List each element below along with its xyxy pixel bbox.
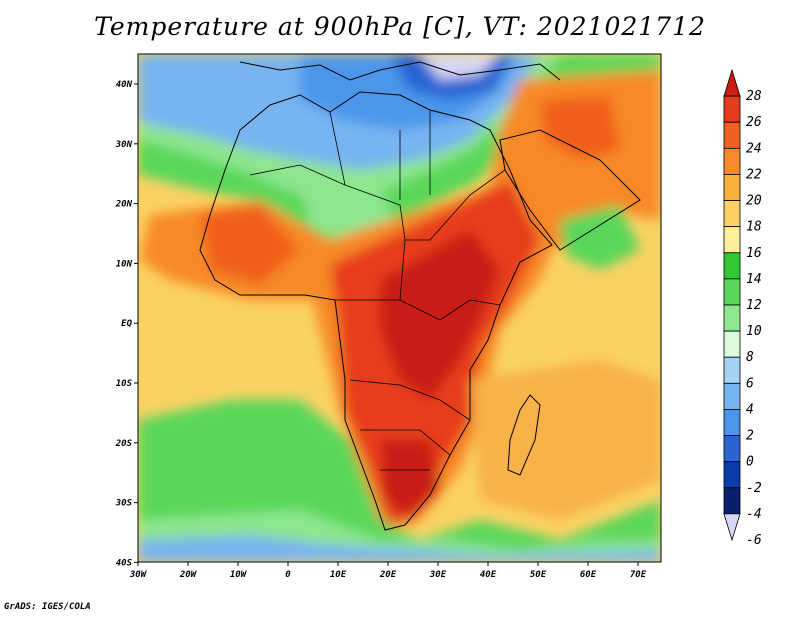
colorbar-swatch <box>723 147 741 175</box>
europe-coastline <box>239 61 561 81</box>
lon-tick-label: 0 <box>285 570 291 580</box>
field-south-darkred <box>380 440 440 520</box>
madagascar-coastline <box>507 394 541 476</box>
field-central-darkred <box>380 230 500 400</box>
colorbar-label: 4 <box>746 402 754 417</box>
colorbar-label: 20 <box>746 194 762 209</box>
colorbar-label: 14 <box>746 272 762 287</box>
map-title: Temperature at 900hPa [C], VT: 202102171… <box>94 12 706 41</box>
field-alps-lilac <box>420 54 500 80</box>
lon-tick-label: 30E <box>429 570 447 580</box>
lat-tick-label: 30S <box>115 499 133 509</box>
colorbar-swatch <box>723 356 741 384</box>
footer-credit: GrADS: IGES/COLA <box>4 602 91 612</box>
colorbar-swatch <box>723 226 741 254</box>
colorbar-swatch <box>723 174 741 201</box>
colorbar-swatch <box>723 435 741 463</box>
colorbar-label: 12 <box>746 298 762 313</box>
colorbar-label: 28 <box>746 89 762 104</box>
colorbar-swatch <box>723 278 741 306</box>
colorbar-label: -2 <box>746 481 762 496</box>
colorbar-swatch <box>723 330 741 358</box>
colorbar-swatch <box>723 461 741 489</box>
lon-tick-label: 10W <box>230 570 248 580</box>
colorbar-label: 24 <box>746 141 762 156</box>
lat-tick-label: 40S <box>116 558 133 568</box>
africa-coastline <box>199 91 553 531</box>
colorbar-swatch <box>723 382 741 410</box>
lon-tick-label: 50E <box>530 570 547 580</box>
colorbar-label: 0 <box>746 455 754 470</box>
field-south-blue <box>138 535 661 562</box>
colorbar-label: 26 <box>746 115 762 130</box>
temperature-field <box>138 54 661 562</box>
colorbar-swatch <box>723 409 741 436</box>
arabia-coastline <box>499 129 641 251</box>
plot-frame <box>137 53 662 563</box>
colorbar-label: 18 <box>746 220 762 235</box>
colorbar-swatch <box>723 304 741 332</box>
lat-tick-label: 10N <box>116 259 133 269</box>
lon-tick-label: 70E <box>630 570 647 580</box>
lat-tick-label: 40N <box>116 80 133 90</box>
colorbar-label: 2 <box>746 429 754 444</box>
colorbar-swatch <box>723 487 741 515</box>
colorbar-top-arrow <box>723 68 741 97</box>
lon-tick-label: 10E <box>330 570 347 580</box>
colorbar-swatch <box>723 95 741 123</box>
field-arabia-green <box>560 205 640 270</box>
lon-tick-label: 40E <box>480 570 497 580</box>
colorbar-label: 8 <box>746 350 754 365</box>
lat-tick-label: 30N <box>115 140 133 150</box>
colorbar-label: -6 <box>746 533 762 548</box>
longitude-axis: 30W 20W 10W 0 10E 20E 30E 40E 50E 60E 70E <box>129 562 647 580</box>
lat-tick-label: 10S <box>116 379 133 389</box>
lat-tick-label: 20N <box>115 200 133 210</box>
lat-tick-label: EQ <box>121 319 132 329</box>
country-borders <box>249 110 506 471</box>
lon-tick-label: 20E <box>379 570 397 580</box>
lon-tick-label: 20W <box>179 570 198 580</box>
colorbar-label: 16 <box>746 246 762 261</box>
colorbar-swatch <box>723 200 741 228</box>
lat-tick-label: 20S <box>115 439 133 449</box>
lon-tick-label: 30W <box>129 570 148 580</box>
colorbar-swatch <box>723 252 741 280</box>
latitude-axis: 40N 30N 20N 10N EQ 10S 20S 30S 40S <box>115 80 138 568</box>
field-indian-orange <box>470 360 661 520</box>
field-mideast-red <box>540 95 620 160</box>
colorbar-label: 6 <box>746 376 754 391</box>
colorbar-label: 10 <box>746 324 762 339</box>
colorbar-label: -4 <box>746 507 762 522</box>
colorbar-bottom-arrow <box>723 513 741 542</box>
colorbar-label: 22 <box>746 167 762 182</box>
field-westafrica-red <box>200 205 300 285</box>
lon-tick-label: 60E <box>580 570 597 580</box>
colorbar-swatch <box>723 121 741 149</box>
